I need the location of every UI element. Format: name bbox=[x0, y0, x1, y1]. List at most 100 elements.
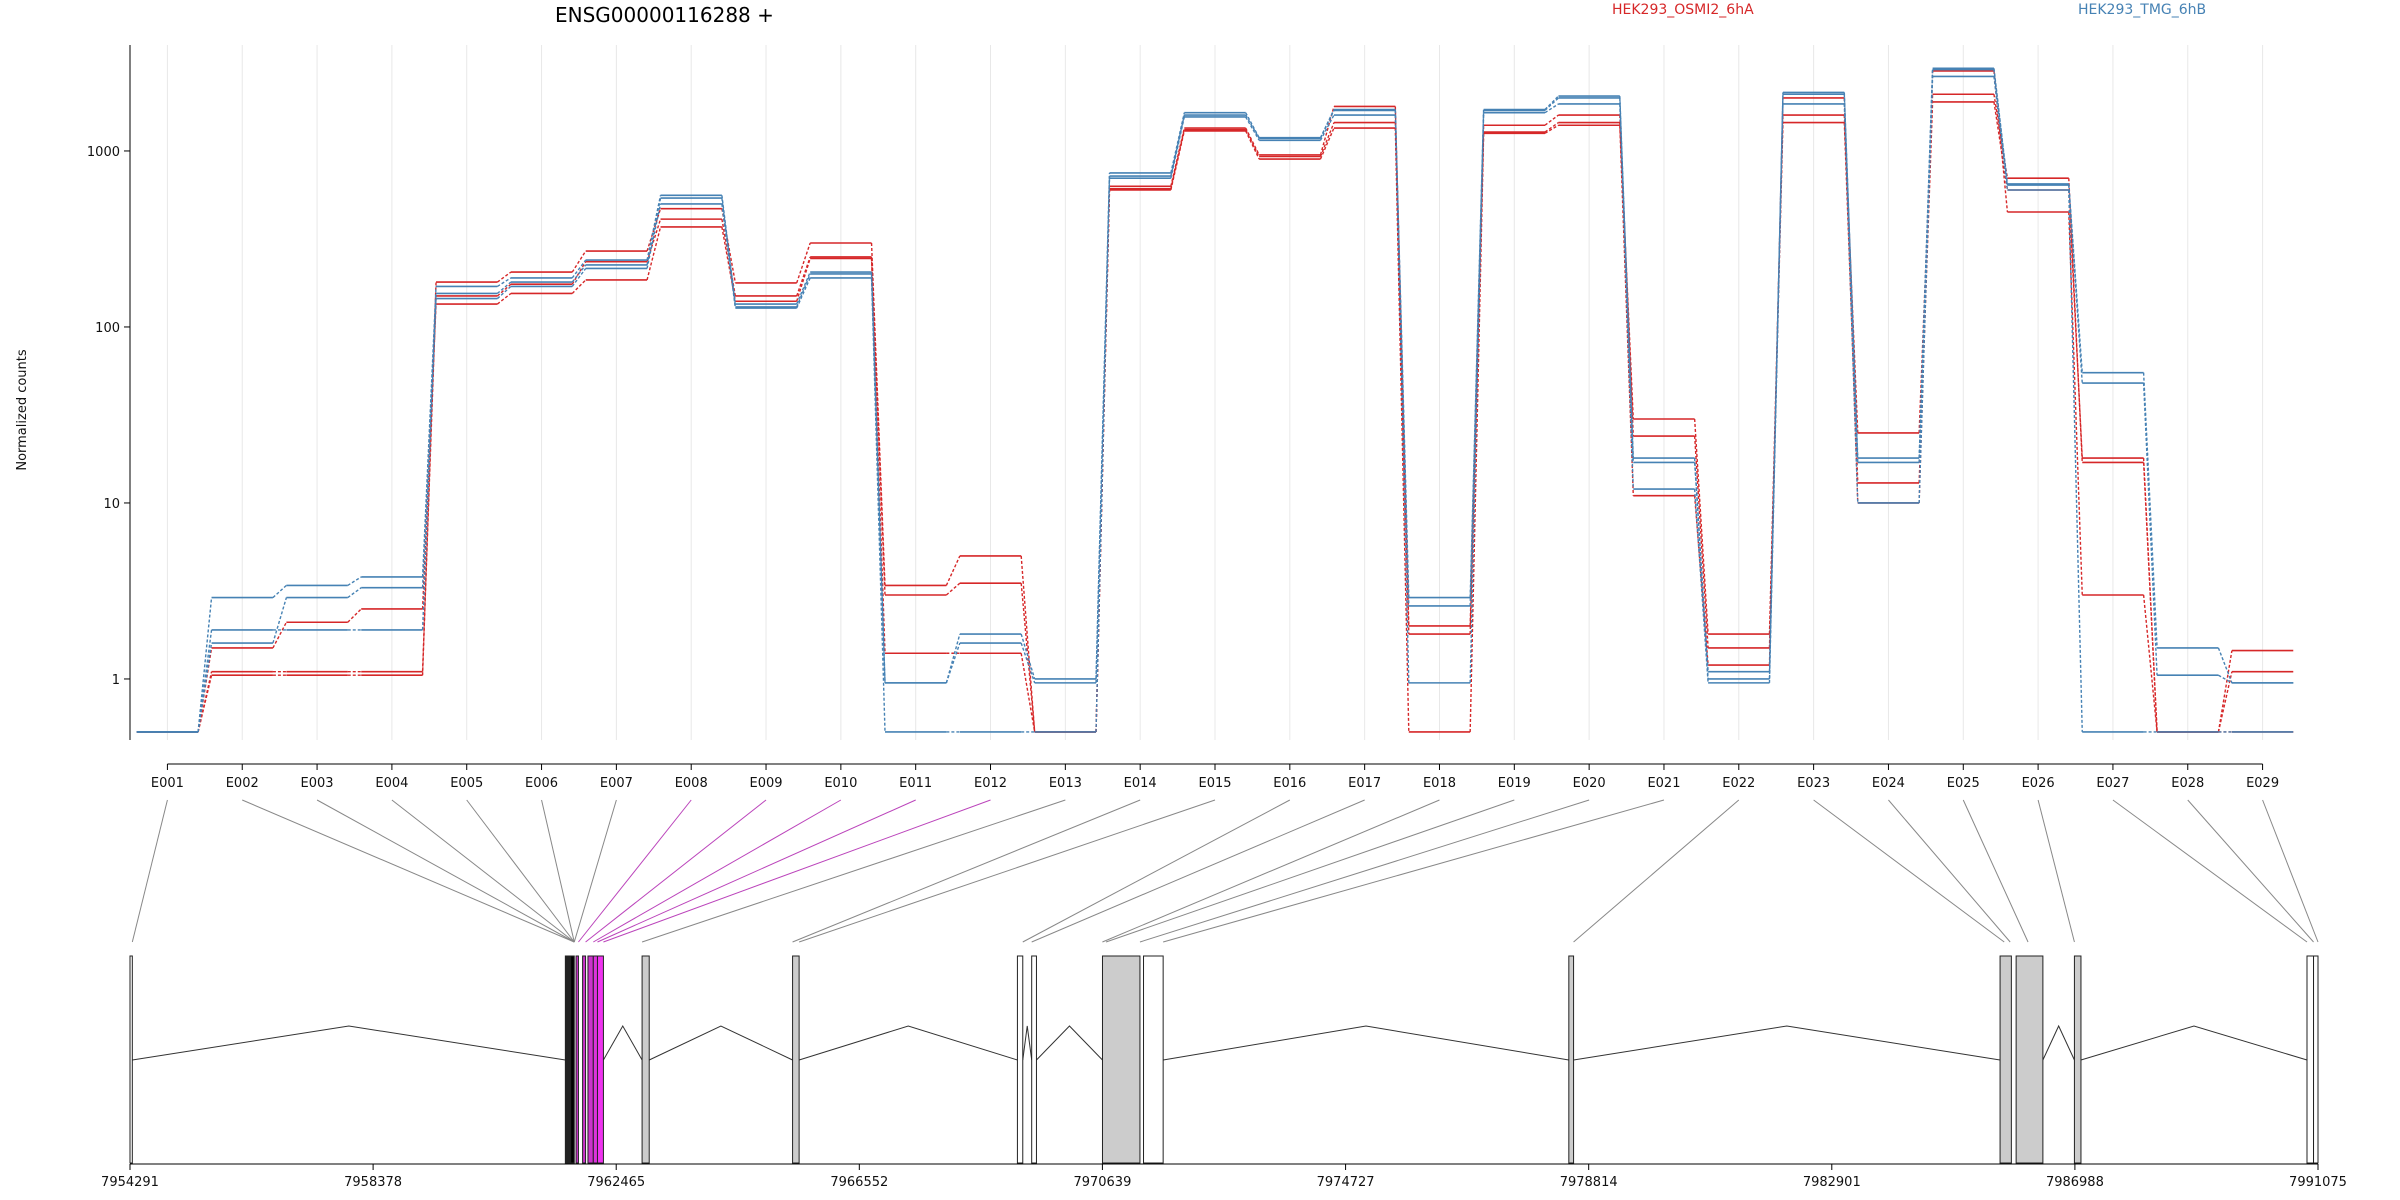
x-tick-label: E022 bbox=[1722, 776, 1755, 791]
intron-line bbox=[1163, 1025, 1569, 1061]
x-tick-label: E028 bbox=[2171, 776, 2204, 791]
x-tick-label: E018 bbox=[1423, 776, 1456, 791]
x-tick-label: E019 bbox=[1498, 776, 1531, 791]
data-connector bbox=[646, 226, 662, 281]
data-connector bbox=[646, 197, 662, 266]
x-tick-label: E016 bbox=[1273, 776, 1306, 791]
data-connector bbox=[1020, 642, 1036, 684]
data-connector bbox=[721, 218, 737, 297]
data-connector bbox=[496, 285, 512, 300]
data-connector bbox=[2217, 647, 2233, 684]
intron-line bbox=[798, 1025, 1018, 1061]
data-connector bbox=[870, 273, 886, 683]
exon-box bbox=[1101, 955, 1141, 1164]
data-connector bbox=[796, 271, 811, 305]
data-connector bbox=[2068, 211, 2083, 596]
x-tick-label: E025 bbox=[1947, 776, 1980, 791]
intron-line bbox=[1573, 1025, 2001, 1061]
x-tick-label: E023 bbox=[1797, 776, 1830, 791]
exon-connector bbox=[585, 799, 767, 943]
legend-entry-tmg: HEK293_TMG_6hB bbox=[2078, 2, 2206, 18]
data-connector bbox=[272, 621, 288, 649]
data-connector bbox=[2068, 185, 2083, 384]
exon-connector bbox=[1022, 799, 1291, 943]
data-connector bbox=[1020, 555, 1036, 733]
data-connector bbox=[1245, 116, 1260, 141]
data-connector bbox=[1394, 128, 1410, 732]
data-connector bbox=[571, 279, 587, 294]
exon-connector bbox=[391, 799, 575, 943]
data-connector bbox=[1544, 121, 1559, 133]
x-tick-label: E007 bbox=[600, 776, 633, 791]
exon-box bbox=[596, 955, 604, 1164]
data-connector bbox=[1843, 103, 1859, 503]
exon-box bbox=[1031, 955, 1037, 1164]
data-connector bbox=[945, 633, 961, 684]
x-tick-label: E004 bbox=[375, 776, 408, 791]
exon-box bbox=[1568, 955, 1575, 1164]
exon-box bbox=[1016, 955, 1024, 1164]
data-connector bbox=[1918, 76, 1934, 503]
data-connector bbox=[1170, 130, 1186, 191]
intron-line bbox=[1036, 1025, 1103, 1061]
data-connector bbox=[1693, 418, 1709, 635]
exon-connector bbox=[1813, 799, 2005, 943]
exon-connector bbox=[242, 799, 575, 943]
data-connector bbox=[945, 642, 961, 684]
data-connector bbox=[945, 555, 961, 586]
exon-connector bbox=[597, 799, 916, 943]
y-axis-label: Normalized counts bbox=[15, 349, 30, 471]
data-connector bbox=[571, 250, 587, 273]
data-connector bbox=[796, 277, 811, 309]
x-tick-label: E011 bbox=[899, 776, 932, 791]
y-axis: 1 10 100 1000 bbox=[87, 45, 131, 740]
data-connector bbox=[1020, 653, 1036, 733]
exon-connector bbox=[1102, 799, 1440, 943]
exon-connector bbox=[1163, 799, 1665, 943]
data-connector bbox=[347, 608, 362, 623]
exon-box bbox=[587, 955, 594, 1164]
exon-connector bbox=[792, 799, 1141, 943]
exon-connector bbox=[2262, 799, 2319, 943]
data-connector bbox=[870, 277, 886, 732]
exon-connector bbox=[1031, 799, 1365, 943]
data-connector bbox=[870, 256, 886, 596]
genome-tick-label: 7966552 bbox=[830, 1175, 888, 1190]
genome-tick-label: 7991075 bbox=[2289, 1175, 2347, 1190]
data-connector bbox=[796, 256, 811, 297]
x-tick-label: E029 bbox=[2246, 776, 2279, 791]
data-connector bbox=[2217, 671, 2233, 733]
x-tick-label: E009 bbox=[750, 776, 783, 791]
data-connector bbox=[1319, 110, 1335, 139]
grid-lines bbox=[166, 45, 2264, 740]
exon-connector bbox=[1962, 799, 2029, 943]
data-connector bbox=[1319, 122, 1335, 157]
exon-box bbox=[2313, 955, 2319, 1164]
chart-title: ENSG00000116288 + bbox=[555, 3, 774, 27]
exon-box bbox=[792, 955, 800, 1164]
genome-tick-label: 7954291 bbox=[101, 1175, 159, 1190]
genome-tick-label: 7970639 bbox=[1073, 1175, 1131, 1190]
x-axis: E001 E002 E003 E004 E005 E006 E007 E008 E009 E010… bbox=[151, 763, 2279, 791]
exon-connector bbox=[798, 799, 1216, 943]
data-connector bbox=[1693, 436, 1709, 649]
data-connector bbox=[1768, 103, 1784, 683]
data-connector bbox=[272, 597, 288, 644]
data-connector bbox=[197, 675, 213, 733]
exon-connector bbox=[593, 799, 842, 943]
data-connector bbox=[1544, 124, 1559, 134]
data-connector bbox=[1020, 583, 1036, 733]
series-sample bbox=[136, 75, 2294, 733]
x-tick-label: E006 bbox=[525, 776, 558, 791]
exon-box bbox=[2306, 955, 2315, 1164]
exon-connector bbox=[573, 799, 617, 943]
genome-tick-label: 7958378 bbox=[344, 1175, 402, 1190]
x-tick-label: E024 bbox=[1872, 776, 1905, 791]
data-connector bbox=[2142, 458, 2158, 732]
x-tick-label: E027 bbox=[2096, 776, 2129, 791]
data-connector bbox=[1544, 97, 1559, 111]
data-connector bbox=[197, 642, 213, 733]
data-connector bbox=[496, 271, 512, 283]
exon-box bbox=[1999, 955, 2012, 1164]
